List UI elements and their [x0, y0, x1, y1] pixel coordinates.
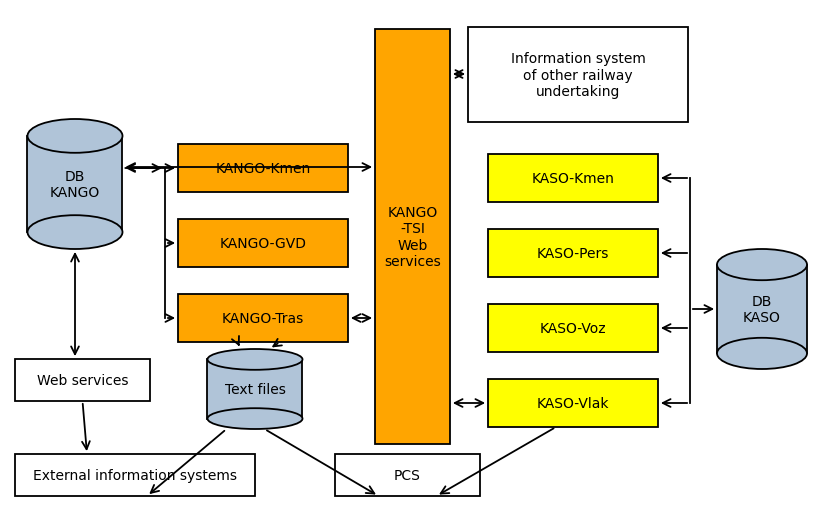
Text: KANGO-GVD: KANGO-GVD — [219, 236, 307, 250]
Text: DB
KASO: DB KASO — [743, 294, 781, 324]
Text: DB
KANGO: DB KANGO — [50, 170, 101, 199]
Bar — [208, 360, 302, 419]
Bar — [15, 359, 150, 401]
Text: KASO-Kmen: KASO-Kmen — [531, 172, 615, 186]
Text: PCS: PCS — [394, 468, 421, 482]
Bar — [468, 28, 688, 123]
Text: Web services: Web services — [37, 373, 129, 387]
Ellipse shape — [208, 409, 302, 429]
Bar — [178, 145, 348, 192]
Text: KANGO
-TSI
Web
services: KANGO -TSI Web services — [384, 206, 441, 268]
Text: Information system
of other railway
undertaking: Information system of other railway unde… — [511, 52, 645, 98]
Bar — [488, 379, 658, 427]
Bar — [15, 454, 255, 496]
Ellipse shape — [27, 120, 123, 154]
Ellipse shape — [717, 338, 807, 369]
Bar — [178, 220, 348, 268]
Text: KANGO-Tras: KANGO-Tras — [222, 312, 304, 325]
Text: KASO-Vlak: KASO-Vlak — [536, 396, 609, 410]
Text: KASO-Pers: KASO-Pers — [536, 246, 609, 261]
Text: External information systems: External information systems — [33, 468, 237, 482]
Ellipse shape — [717, 249, 807, 281]
Bar — [27, 137, 123, 233]
Text: Text files: Text files — [225, 382, 285, 396]
Bar — [375, 30, 450, 444]
Ellipse shape — [27, 216, 123, 249]
Ellipse shape — [208, 349, 302, 370]
Bar — [488, 230, 658, 277]
Bar — [488, 305, 658, 352]
Bar — [178, 294, 348, 342]
Bar — [717, 265, 807, 354]
Bar — [335, 454, 480, 496]
Bar — [488, 155, 658, 203]
Text: KANGO-Kmen: KANGO-Kmen — [215, 162, 311, 176]
Text: KASO-Voz: KASO-Voz — [540, 321, 606, 335]
